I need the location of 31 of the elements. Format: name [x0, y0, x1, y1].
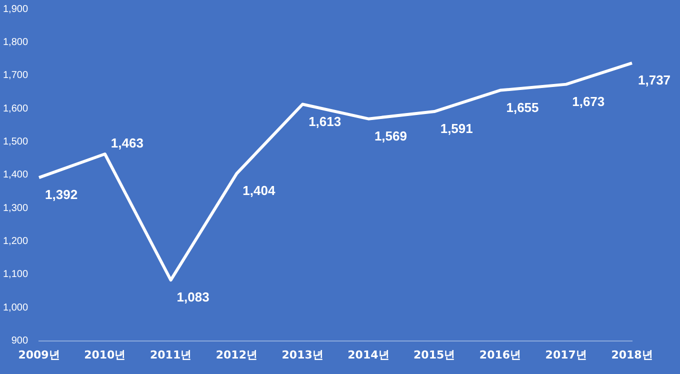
x-tick-label: 2012년 [216, 348, 258, 362]
text: 1,569 [374, 128, 407, 144]
y-tick-label: 1,200 [2, 236, 28, 248]
text: 1,737 [638, 72, 671, 88]
x-tick-label: 2017년 [545, 348, 587, 362]
text: 1,404 [242, 183, 276, 198]
y-tick-label: 1,400 [2, 170, 28, 181]
y-tick-label: 1,500 [2, 136, 28, 148]
x-tick-label: 2013년 [282, 348, 324, 362]
text: 1,673 [572, 94, 605, 109]
x-tick-label: 2010년 [84, 348, 126, 362]
text: 1,591 [440, 121, 473, 136]
x-tick-label: 2016년 [479, 348, 522, 362]
text: 1,613 [308, 114, 342, 129]
y-tick-label: 1,700 [2, 70, 28, 82]
y-tick-label: 1,900 [2, 4, 28, 15]
y-tick-label: 1,000 [2, 302, 28, 314]
x-tick-label: 2015년 [414, 348, 456, 362]
x-tick-label: 2018년 [611, 348, 653, 362]
text: 1,655 [506, 100, 539, 115]
x-tick-label: 2011년 [150, 348, 192, 362]
y-tick-label: 1,800 [2, 36, 28, 48]
text: 1,083 [176, 290, 210, 305]
text: 1,463 [110, 136, 144, 151]
y-tick-label: 900 [11, 336, 28, 347]
text: 1,392 [45, 187, 78, 202]
x-tick-label: 2014년 [348, 348, 390, 362]
x-tick-label: 2009년 [18, 348, 60, 362]
y-tick-label: 1,300 [2, 202, 28, 214]
y-tick-label: 1,600 [2, 103, 28, 114]
y-tick-label: 1,100 [2, 269, 28, 280]
